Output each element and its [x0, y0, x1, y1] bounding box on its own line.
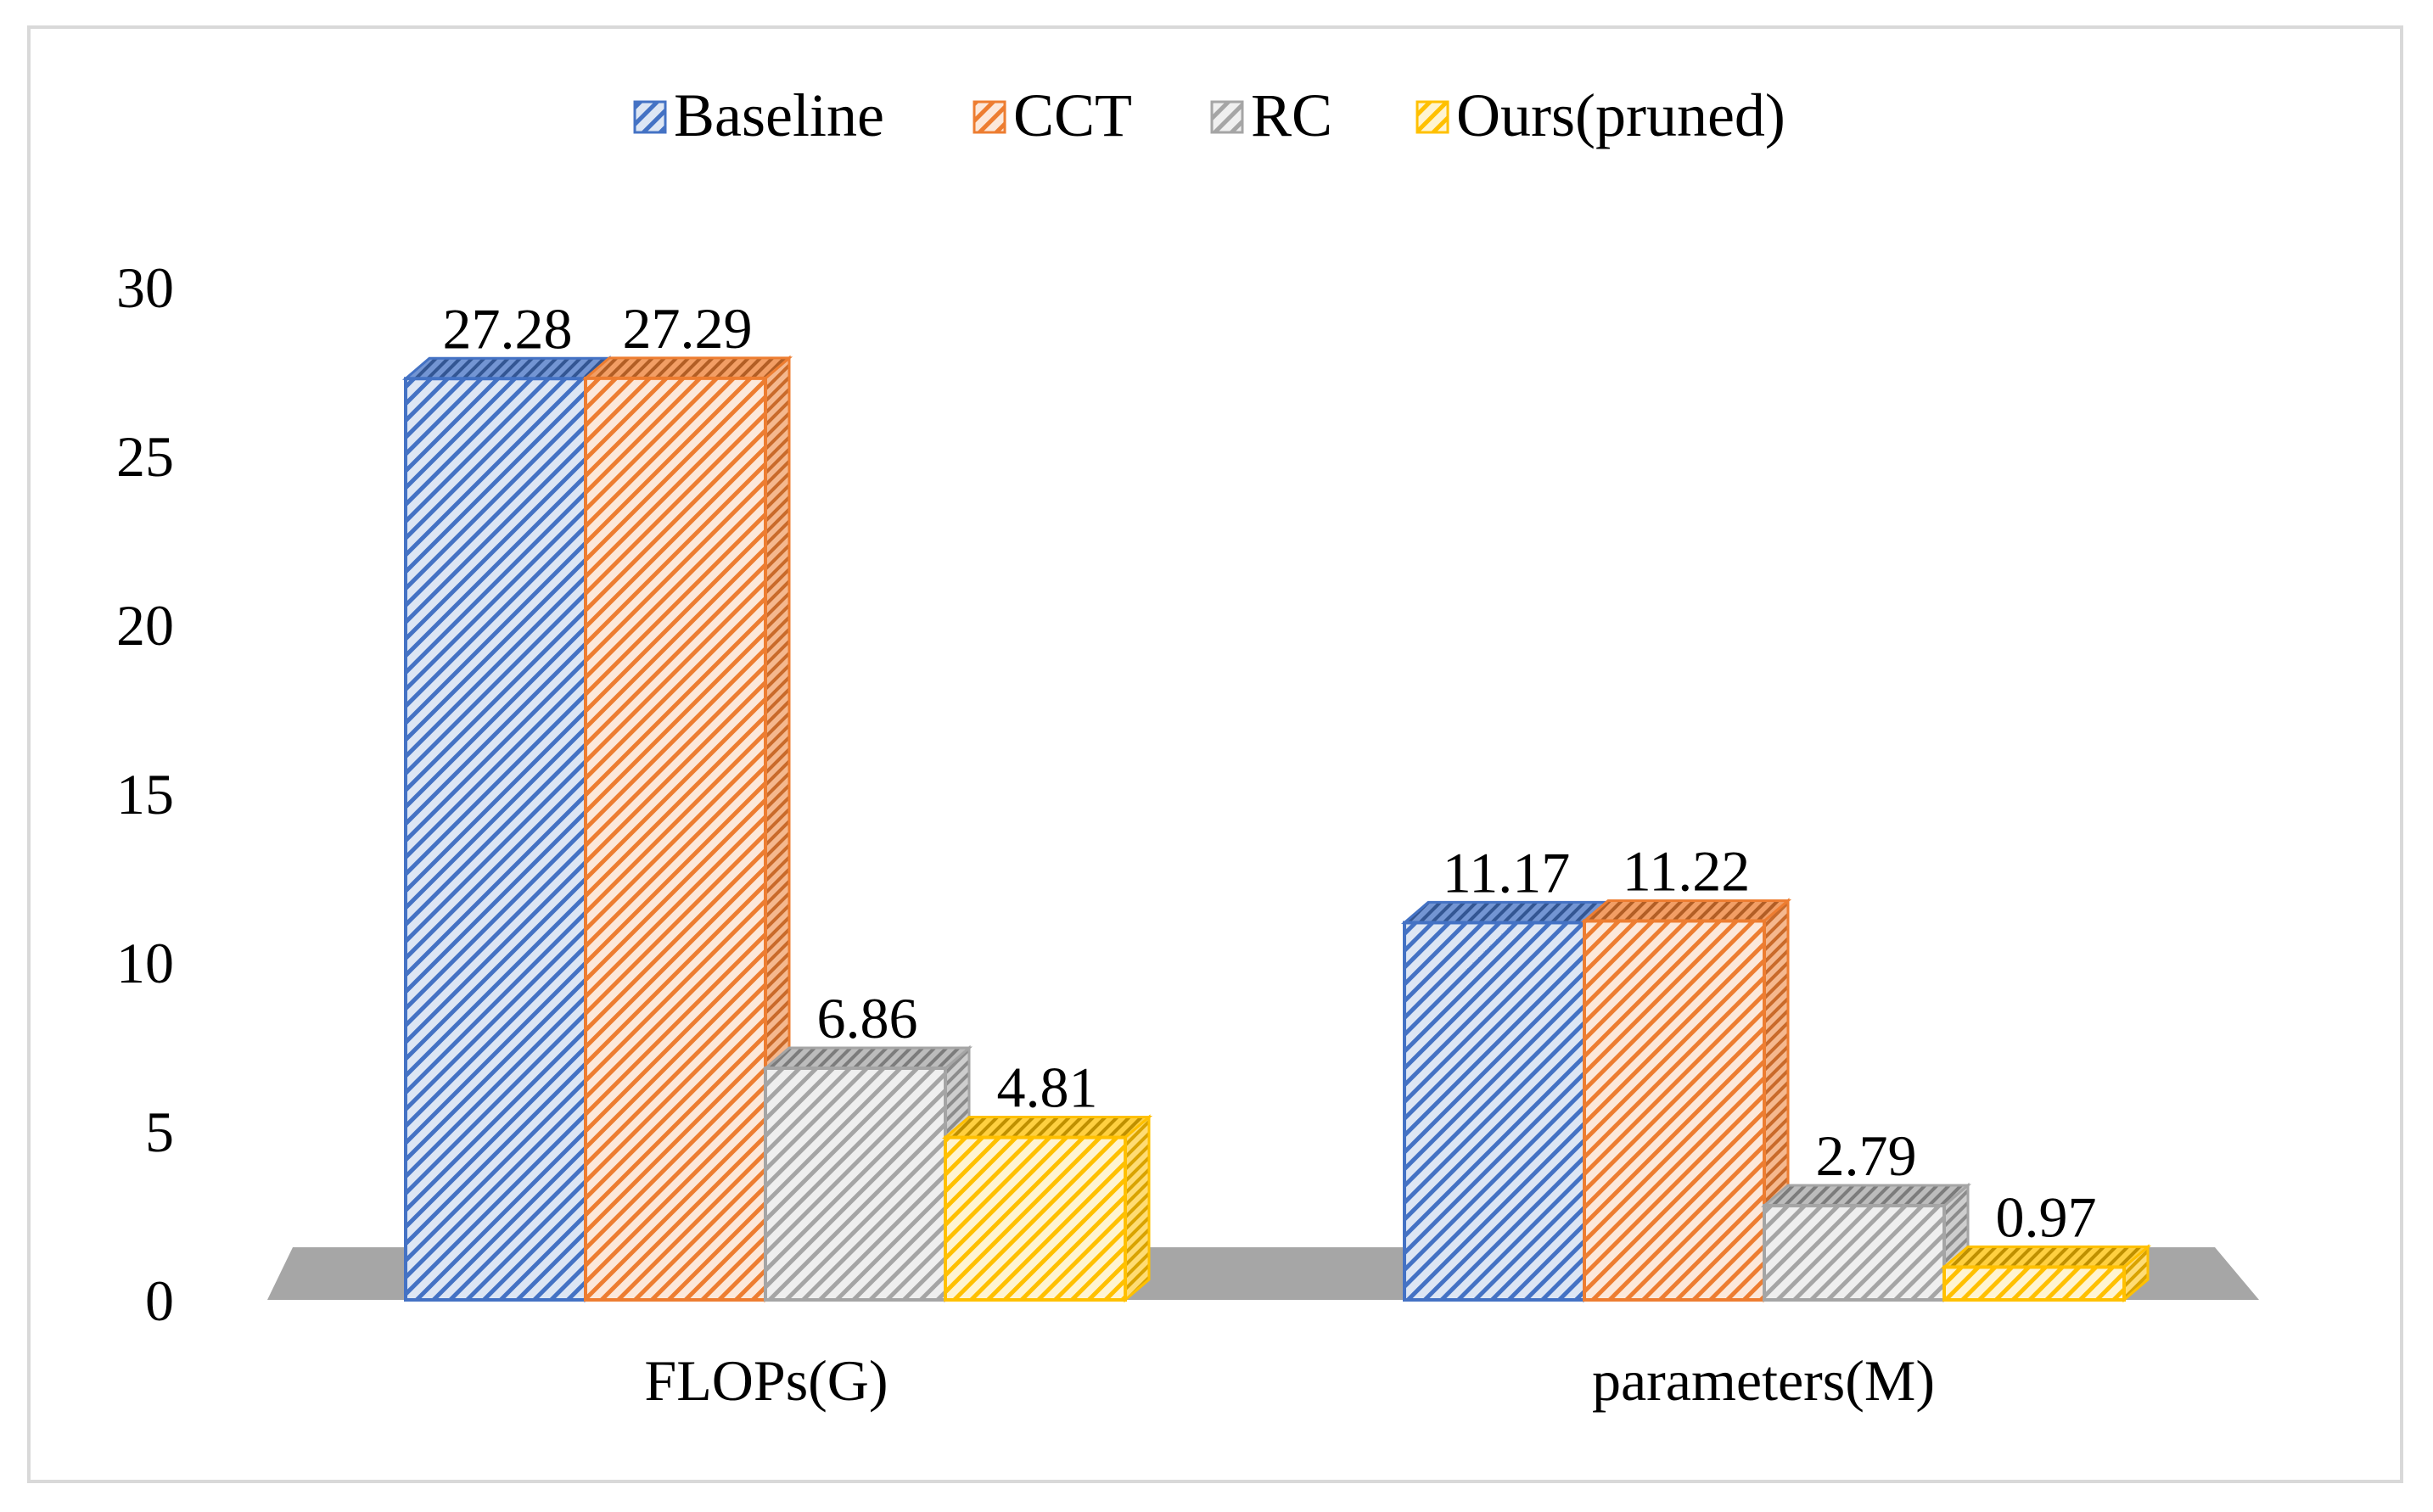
- bar-front-face: [1583, 919, 1766, 1302]
- bar-baseline-1: [1400, 899, 1612, 1303]
- bar-top-face: [1760, 1184, 1972, 1207]
- bar-front-face: [764, 1066, 947, 1302]
- bar-baseline-0: [401, 355, 614, 1303]
- bar-ours-pruned--1: [1940, 1244, 2152, 1303]
- legend-label: CCT: [1013, 81, 1132, 149]
- legend-item: RC: [1210, 81, 1332, 149]
- legend-label: Ours(pruned): [1456, 81, 1786, 149]
- bar-top-face: [581, 356, 793, 380]
- bar-top-face: [1400, 900, 1612, 924]
- bar-front-face: [1942, 1265, 2126, 1302]
- data-label: 27.29: [623, 296, 753, 361]
- y-tick-label: 20: [116, 593, 174, 658]
- bar-rc-0: [761, 1044, 973, 1303]
- bar-front-face: [1763, 1203, 1946, 1302]
- data-label: 2.79: [1816, 1123, 1917, 1188]
- legend-swatch: [1416, 100, 1449, 134]
- bar-top-face: [941, 1116, 1153, 1140]
- legend: Baseline CCT RC Ours(pruned): [633, 81, 1786, 149]
- y-tick-label: 15: [116, 762, 174, 826]
- legend-label: RC: [1251, 81, 1332, 149]
- y-tick-label: 0: [145, 1268, 174, 1333]
- data-label: 11.17: [1443, 840, 1570, 904]
- bars: [401, 355, 2152, 1303]
- bar-ours-pruned--0: [941, 1114, 1153, 1303]
- bar-front-face: [584, 376, 767, 1302]
- legend-swatch: [1210, 100, 1244, 134]
- data-label: 6.86: [817, 986, 918, 1050]
- bar-top-face: [1580, 899, 1792, 922]
- x-category-label: parameters(M): [1592, 1348, 1935, 1413]
- bar-cct-1: [1580, 898, 1792, 1303]
- bar-rc-1: [1760, 1182, 1972, 1303]
- y-tick-label: 30: [116, 255, 174, 320]
- legend-item: Ours(pruned): [1416, 81, 1786, 149]
- y-tick-label: 10: [116, 931, 174, 995]
- data-label: 4.81: [997, 1056, 1098, 1120]
- legend-label: Baseline: [674, 81, 884, 149]
- y-axis: 0 5 10 15 20 25 30: [116, 255, 174, 1333]
- y-tick-label: 5: [145, 1100, 174, 1164]
- data-label: 0.97: [1996, 1184, 2097, 1249]
- x-axis: FLOPs(G) parameters(M): [644, 1348, 1935, 1413]
- bar-front-face: [944, 1135, 1127, 1302]
- bar-top-face: [1940, 1245, 2152, 1268]
- x-category-label: FLOPs(G): [644, 1348, 888, 1413]
- legend-swatch: [973, 100, 1006, 134]
- legend-swatch: [633, 100, 667, 134]
- bar-side-face: [1124, 1114, 1151, 1303]
- bar-front-face: [1403, 921, 1586, 1302]
- bar-front-face: [404, 377, 587, 1302]
- legend-item: Baseline: [633, 81, 884, 149]
- data-label: 11.22: [1623, 838, 1750, 903]
- y-tick-label: 25: [116, 424, 174, 489]
- bar-top-face: [761, 1046, 973, 1070]
- data-labels: 27.28 27.29 6.86 4.81 11.17 11.22 2.79 0.97: [443, 296, 2097, 1250]
- bar-cct-0: [581, 355, 793, 1303]
- bar-top-face: [401, 356, 614, 380]
- data-label: 27.28: [443, 296, 573, 361]
- legend-item: CCT: [973, 81, 1132, 149]
